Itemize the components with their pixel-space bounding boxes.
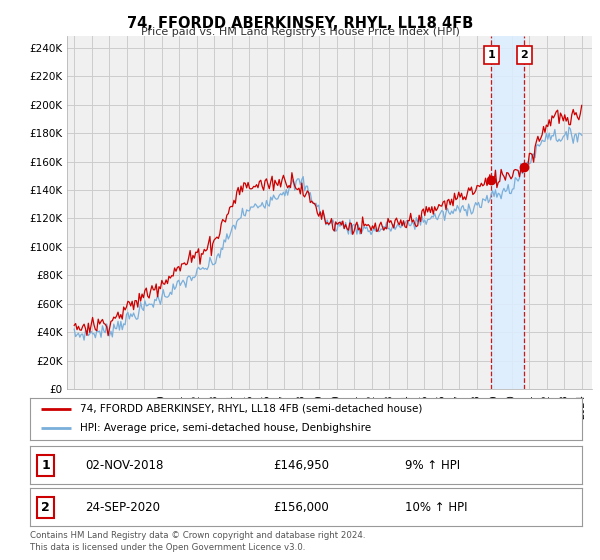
Text: Contains HM Land Registry data © Crown copyright and database right 2024.
This d: Contains HM Land Registry data © Crown c… [30, 531, 365, 552]
Bar [491, 36, 524, 389]
Text: £156,000: £156,000 [273, 501, 329, 514]
Text: 1: 1 [41, 459, 50, 472]
Text: 2: 2 [41, 501, 50, 514]
Text: 74, FFORDD ABERKINSEY, RHYL, LL18 4FB: 74, FFORDD ABERKINSEY, RHYL, LL18 4FB [127, 16, 473, 31]
Text: 02-NOV-2018: 02-NOV-2018 [85, 459, 164, 472]
Text: 2: 2 [521, 50, 529, 60]
Text: 74, FFORDD ABERKINSEY, RHYL, LL18 4FB (semi-detached house): 74, FFORDD ABERKINSEY, RHYL, LL18 4FB (s… [80, 404, 422, 414]
Text: 24-SEP-2020: 24-SEP-2020 [85, 501, 160, 514]
Text: 9% ↑ HPI: 9% ↑ HPI [406, 459, 460, 472]
Text: HPI: Average price, semi-detached house, Denbighshire: HPI: Average price, semi-detached house,… [80, 423, 371, 433]
Text: £146,950: £146,950 [273, 459, 329, 472]
Text: 10% ↑ HPI: 10% ↑ HPI [406, 501, 468, 514]
Text: Price paid vs. HM Land Registry's House Price Index (HPI): Price paid vs. HM Land Registry's House … [140, 27, 460, 37]
Text: 1: 1 [488, 50, 495, 60]
